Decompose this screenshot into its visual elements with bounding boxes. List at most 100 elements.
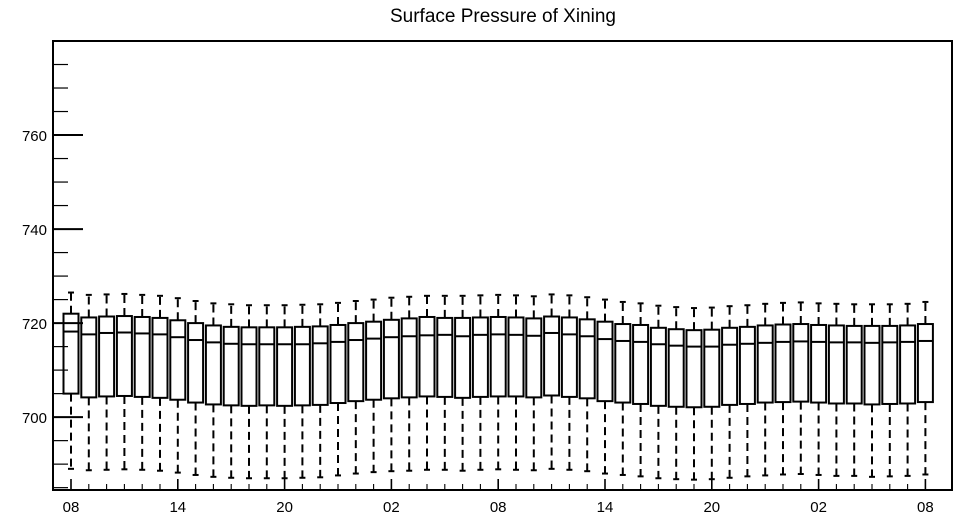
box (810, 302, 828, 476)
box-body (827, 324, 845, 405)
y-axis: 700 720 740 760 (22, 40, 83, 489)
box-body (115, 315, 133, 397)
box (98, 293, 116, 471)
box (436, 294, 454, 471)
box (222, 303, 240, 479)
box (276, 304, 294, 480)
box-body (382, 318, 400, 400)
box-body (133, 315, 151, 398)
y-tick-label: 720 (22, 316, 47, 333)
box-body (151, 316, 169, 399)
box-body (703, 328, 721, 408)
box-body (578, 318, 596, 400)
box-body (222, 325, 240, 407)
box (115, 292, 133, 471)
box-body (649, 326, 667, 407)
plot-frame (52, 40, 953, 491)
box (258, 304, 276, 480)
box-body (169, 319, 187, 401)
box (738, 304, 756, 478)
box (721, 305, 739, 479)
box (365, 298, 383, 474)
chart-title: Surface Pressure of Xining (390, 6, 616, 27)
box (471, 294, 489, 471)
box-body (98, 315, 116, 398)
box (507, 294, 525, 471)
box-body (418, 315, 436, 398)
y-tick-label: 760 (22, 128, 47, 145)
box (329, 301, 347, 477)
x-tick-label: 08 (917, 499, 934, 516)
box (347, 299, 365, 475)
box-body (293, 325, 311, 407)
box (881, 303, 899, 478)
x-tick-label: 14 (597, 499, 614, 516)
box (293, 303, 311, 479)
box-body (258, 326, 276, 407)
box-body (721, 326, 739, 406)
box-body (62, 312, 80, 395)
box-body (240, 326, 258, 407)
box-body (881, 324, 899, 405)
box (543, 293, 561, 470)
box-body (899, 324, 917, 405)
box (916, 300, 934, 476)
box (151, 294, 169, 472)
x-tick-label: 14 (169, 499, 186, 516)
box (311, 303, 329, 479)
box-body (738, 325, 756, 405)
box (774, 301, 792, 476)
x-tick-label: 08 (63, 499, 80, 516)
box (845, 303, 863, 477)
box-body (560, 316, 578, 398)
box-body (347, 322, 365, 403)
box-body (685, 329, 703, 409)
box-body (454, 316, 472, 399)
box (133, 293, 151, 471)
box (169, 297, 187, 474)
box-body (400, 317, 418, 399)
box-body (507, 316, 525, 398)
box (899, 302, 917, 477)
box-body (365, 320, 383, 401)
box-body (810, 323, 828, 404)
box-body (436, 316, 454, 398)
box-body (596, 320, 614, 403)
box-body (756, 324, 774, 404)
x-tick-label: 08 (490, 499, 507, 516)
box-body (80, 316, 98, 399)
box (400, 295, 418, 472)
box-body (792, 323, 810, 403)
box-body (187, 322, 205, 404)
x-tick-label: 20 (276, 499, 293, 516)
x-axis: 08 14 20 02 08 14 20 02 08 (63, 479, 934, 516)
y-tick-label: 700 (22, 410, 47, 427)
box-body (667, 328, 685, 408)
box-body (845, 324, 863, 405)
box (756, 302, 774, 477)
box (792, 301, 810, 476)
box (62, 291, 80, 470)
box (489, 293, 507, 471)
box (614, 300, 632, 476)
box-body (614, 323, 632, 404)
box-body (471, 316, 489, 398)
box (187, 299, 205, 476)
x-tick-label: 20 (703, 499, 720, 516)
box (418, 294, 436, 471)
y-tick-label: 740 (22, 222, 47, 239)
box (578, 296, 596, 473)
box-body (329, 323, 347, 405)
box (703, 306, 721, 481)
x-tick-label: 02 (810, 499, 827, 516)
box (204, 302, 222, 478)
box-body (774, 323, 792, 404)
box (80, 293, 98, 472)
box-body (543, 315, 561, 397)
box (863, 303, 881, 478)
box (454, 294, 472, 472)
box (827, 302, 845, 477)
box-body (276, 326, 294, 407)
box (649, 304, 667, 480)
box-body (916, 323, 934, 404)
